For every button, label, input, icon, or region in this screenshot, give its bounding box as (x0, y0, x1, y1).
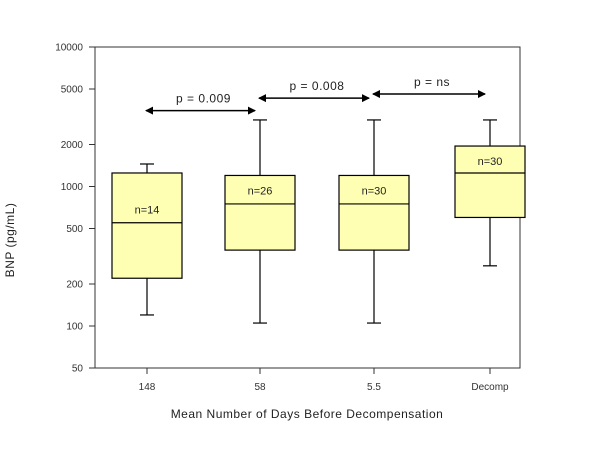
comparison-148-58: p = 0.009 (145, 92, 256, 115)
y-tick-label: 5000 (61, 84, 84, 95)
box-body (338, 174, 410, 251)
y-tick-label: 200 (66, 280, 83, 291)
x-tick-label: 58 (254, 382, 266, 393)
x-tick-label: Decomp (471, 382, 509, 393)
box-body (454, 145, 526, 219)
x-axis-ticks: 148 58 5.5 Decomp (139, 368, 509, 393)
box-58: n=26 (224, 119, 296, 324)
box-n-label: n=30 (362, 185, 387, 197)
y-tick-label: 2000 (61, 140, 84, 151)
p-value-label: p = ns (414, 75, 450, 89)
comparison-5-5-decomp: p = ns (372, 75, 486, 99)
box-n-label: n=14 (135, 205, 160, 217)
box-decomp: n=30 (454, 119, 526, 267)
comparison-58-5-5: p = 0.008 (258, 79, 370, 103)
box-148: n=14 (111, 163, 183, 316)
box-5-5: n=30 (338, 119, 410, 324)
y-axis-ticks: 50 100 200 500 1000 2000 5000 10000 (55, 43, 95, 375)
comparison-arrows: p = 0.009 p = 0.008 p = ns (145, 75, 486, 115)
box-body (111, 172, 183, 279)
box-n-label: n=30 (478, 156, 503, 168)
box-series: n=14 n=26 n=30 n=30 (111, 119, 526, 324)
x-axis-title: Mean Number of Days Before Decompensatio… (171, 407, 444, 421)
box-n-label: n=26 (248, 185, 273, 197)
x-tick-label: 5.5 (367, 382, 381, 393)
y-tick-label: 500 (66, 224, 83, 235)
y-tick-label: 10000 (55, 43, 83, 54)
p-value-label: p = 0.008 (290, 79, 345, 93)
x-tick-label: 148 (139, 382, 156, 393)
p-value-label: p = 0.009 (176, 92, 231, 106)
y-tick-label: 100 (66, 322, 83, 333)
box-body (224, 174, 296, 251)
y-tick-label: 50 (72, 364, 84, 375)
y-axis-title: BNP (pg/mL) (3, 203, 17, 278)
y-tick-label: 1000 (61, 182, 84, 193)
